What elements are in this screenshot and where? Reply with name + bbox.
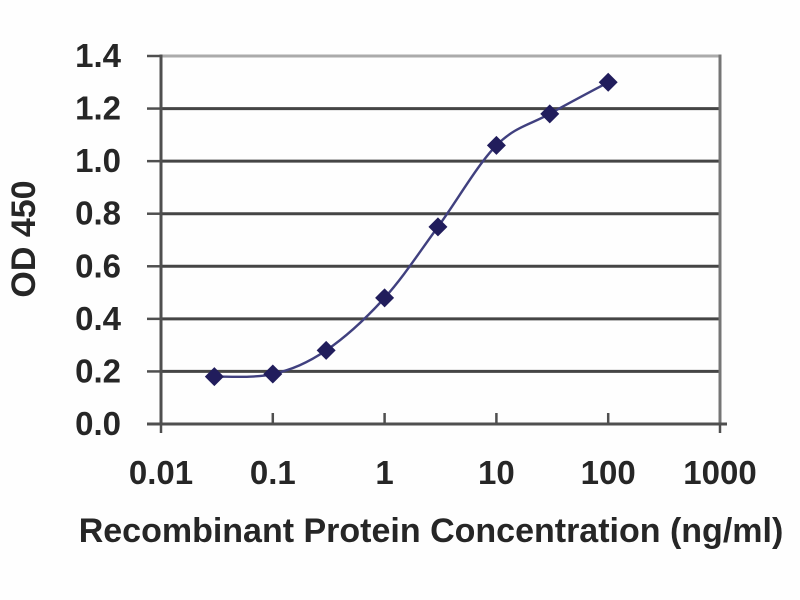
series-line (213, 81, 610, 379)
data-point-marker (316, 340, 336, 360)
data-point-marker (375, 288, 395, 308)
y-axis-title: OD 450 (5, 180, 43, 297)
x-tick-label: 1 (375, 454, 393, 491)
x-tick-label: 10 (478, 454, 515, 491)
y-tick-label: 0.6 (75, 247, 121, 284)
data-series (204, 72, 618, 387)
gridlines (161, 54, 720, 373)
tick-labels: 0.0 0.2 0.4 0.6 0.8 1.0 1.2 1.4 0.01 0.1 1 10 100 100… (75, 37, 757, 491)
data-point-marker (204, 367, 224, 387)
x-tick-label: 0.01 (129, 454, 193, 491)
data-point-marker (598, 72, 618, 92)
data-point-marker (263, 364, 283, 384)
x-axis-title: Recombinant Protein Concentration (ng/ml… (79, 512, 784, 550)
axes (147, 54, 727, 433)
y-tick-label: 1.0 (75, 142, 121, 179)
x-tick-label: 0.1 (250, 454, 296, 491)
y-tick-label: 0.2 (75, 352, 121, 389)
data-point-marker (428, 217, 448, 237)
data-point-marker (540, 104, 560, 124)
y-tick-label: 0.8 (75, 195, 121, 232)
y-tick-label: 0.0 (75, 405, 121, 442)
x-tick-label: 100 (581, 454, 636, 491)
data-point-marker (486, 135, 506, 155)
x-tick-label: 1000 (683, 454, 756, 491)
y-tick-label: 1.4 (75, 37, 122, 74)
y-tick-label: 0.4 (75, 300, 122, 337)
y-tick-label: 1.2 (75, 90, 121, 127)
